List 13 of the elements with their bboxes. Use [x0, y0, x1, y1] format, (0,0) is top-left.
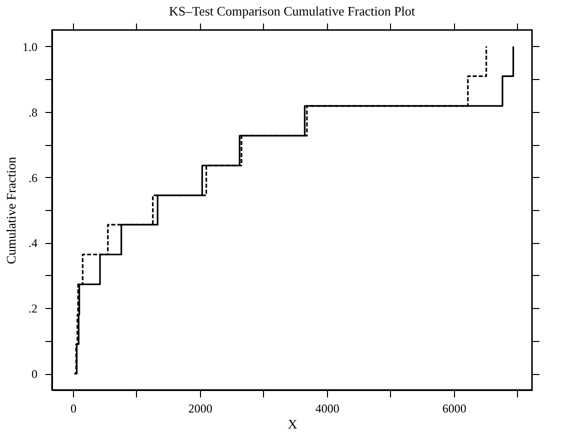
y-tick-label: .8 [28, 105, 38, 120]
x-tick-label: 4000 [315, 402, 340, 416]
y-tick-label: .4 [28, 236, 38, 250]
y-tick-label: .6 [28, 170, 38, 185]
y-tick-label: 0 [32, 367, 38, 382]
y-tick-label: 1.0 [22, 40, 38, 54]
chart-title: KS–Test Comparison Cumulative Fraction Plot [168, 4, 416, 18]
x-tick-label: 6000 [442, 402, 466, 416]
x-axis-title: X [288, 416, 298, 432]
x-tick-label: 0 [70, 402, 76, 416]
x-tick-label: 2000 [188, 402, 212, 416]
y-tick-label: .2 [28, 302, 38, 316]
y-axis-title: Cumulative Fraction [4, 156, 18, 264]
